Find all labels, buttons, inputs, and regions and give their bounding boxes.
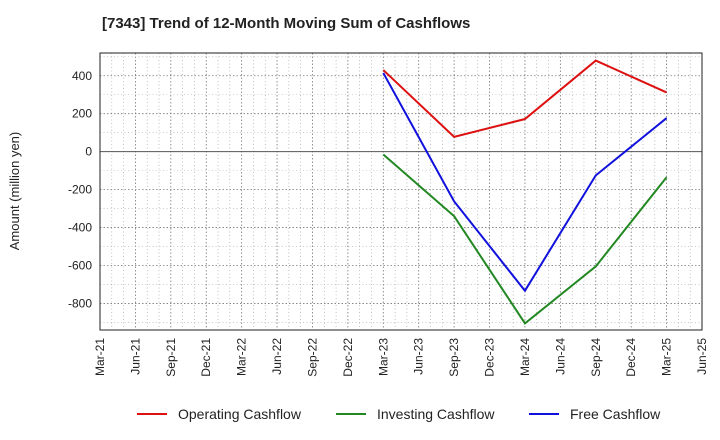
x-tick-label: Mar-23 [376,338,390,376]
plot-area [99,52,703,331]
investing-cashflow-line [382,153,668,325]
y-tick-label: -600 [68,258,92,272]
x-tick-label: Sep-21 [164,338,178,377]
x-tick-label: Jun-22 [270,338,284,375]
x-tick-label: Jun-24 [553,338,567,375]
x-tick-label: Sep-22 [305,338,319,377]
series-lines [382,59,668,325]
y-axis-ticks: 400 200 0 -200 -400 -600 -800 [68,69,92,311]
x-tick-label: Dec-22 [341,338,355,377]
x-tick-label: Mar-22 [235,338,249,376]
x-tick-label: Mar-24 [518,338,532,376]
y-tick-label: -800 [68,296,92,310]
chart-title: [7343] Trend of 12-Month Moving Sum of C… [102,15,471,32]
x-axis-ticks: Mar-21 Jun-21 Sep-21 Dec-21 Mar-22 Jun-22 Sep-… [93,338,709,377]
free-cashflow-legend-label: Free Cashflow [570,406,661,422]
y-tick-label: 200 [72,107,92,121]
operating-cashflow-legend-label: Operating Cashflow [178,406,302,422]
x-tick-label: Sep-24 [589,338,603,377]
grid-lines [99,53,703,330]
operating-cashflow-line [382,59,667,138]
y-axis-label: Amount (million yen) [7,132,22,251]
x-tick-label: Jun-21 [128,338,142,375]
legend: Operating Cashflow Investing Cashflow Free… [137,406,661,422]
y-tick-label: 0 [85,145,92,159]
x-tick-label: Mar-21 [93,338,107,376]
y-tick-label: -400 [68,221,92,235]
free-cashflow-line [382,72,668,293]
x-tick-label: Jun-23 [412,338,426,375]
x-tick-label: Dec-21 [199,338,213,377]
x-tick-label: Sep-23 [447,338,461,377]
x-tick-label: Jun-25 [695,338,709,375]
x-tick-label: Mar-25 [660,338,674,376]
y-tick-label: -200 [68,183,92,197]
investing-cashflow-legend-label: Investing Cashflow [377,406,495,422]
y-tick-label: 400 [72,69,92,83]
x-tick-label: Dec-24 [624,338,638,377]
x-tick-label: Dec-23 [483,338,497,377]
